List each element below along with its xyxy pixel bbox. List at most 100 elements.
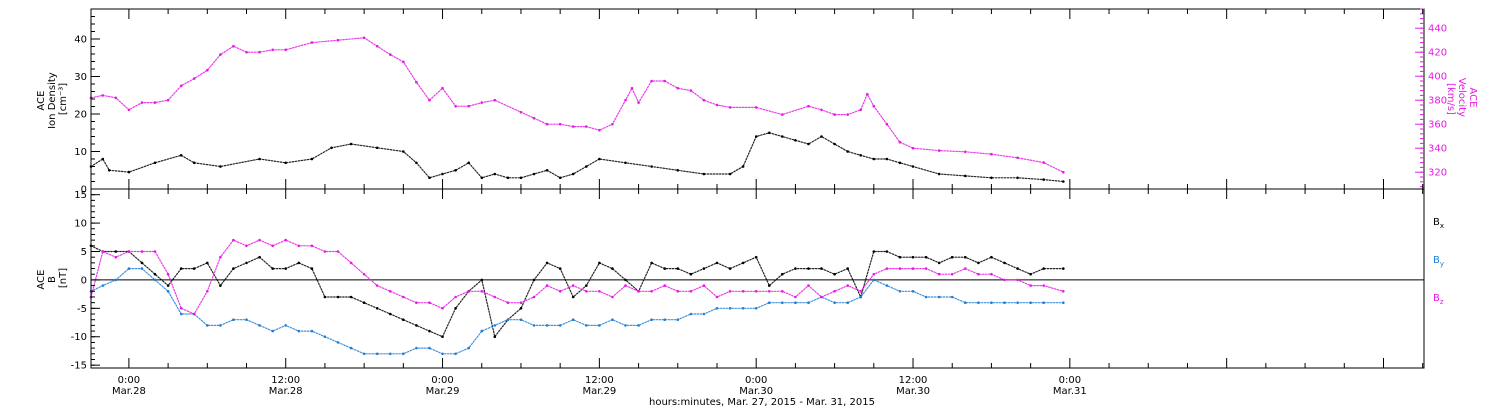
density-series-point <box>911 165 915 168</box>
top-left-ylabel-line-1: ACE <box>36 91 47 111</box>
density-series-point <box>467 161 471 165</box>
velocity-series-point <box>715 103 719 107</box>
bz-series-point <box>624 284 627 287</box>
bz-series-point <box>441 307 444 310</box>
top-right-ylabel-line-1: ACE <box>1467 87 1478 107</box>
by-series-point <box>153 278 157 282</box>
by-series-point <box>349 346 353 350</box>
velocity-series-point <box>389 53 392 56</box>
density-series-point <box>937 172 941 176</box>
bz-series-point <box>519 301 523 305</box>
bx-series-point <box>336 295 340 299</box>
by-series-point <box>519 318 523 322</box>
bx-series-point <box>179 267 183 270</box>
density-series-point <box>219 165 222 168</box>
bz-series-point <box>807 284 810 287</box>
density-series-point <box>454 169 457 172</box>
bz-series-point <box>702 284 706 287</box>
bx-series-point <box>375 307 379 310</box>
by-series-point <box>428 346 431 350</box>
by-series-point <box>297 329 301 333</box>
by-series-point <box>859 295 862 299</box>
density-series-point <box>480 176 484 180</box>
date-tick-label: Mar.29 <box>426 386 460 397</box>
by-series-point <box>571 318 575 322</box>
bx-series-point <box>153 272 157 276</box>
density-series-point <box>754 135 758 138</box>
bx-series-point <box>741 261 745 265</box>
density-series-point <box>898 161 902 165</box>
density-series-point <box>846 150 849 153</box>
velocity-series-point <box>258 50 261 54</box>
velocity-series-point <box>571 125 575 128</box>
bz-series-point <box>1016 278 1019 282</box>
legend-bx: Bx <box>1433 217 1444 230</box>
date-tick-label: Mar.28 <box>112 386 146 397</box>
bz-series-point <box>637 290 640 293</box>
bx-series-point <box>781 272 784 276</box>
top-panel-marks <box>89 36 1065 183</box>
velocity-series-point <box>846 113 849 116</box>
bx-series-point <box>258 255 261 259</box>
velocity-series-point <box>624 98 627 102</box>
density-axis-tick-label: 40 <box>74 35 87 46</box>
b-axis-tick-label: -5 <box>77 304 87 315</box>
bz-series-point <box>506 301 510 305</box>
density-series-point <box>885 157 889 161</box>
velocity-series-point <box>937 149 941 152</box>
time-tick-label: 0:00 <box>118 375 140 386</box>
velocity-axis-tick-label: 440 <box>1428 24 1447 35</box>
by-series-point <box>885 284 889 287</box>
by-series-point <box>585 324 588 327</box>
bx-series-point <box>166 284 170 287</box>
velocity-axis-tick-label: 420 <box>1428 48 1447 59</box>
density-series-point <box>330 146 333 150</box>
bx-series-point <box>846 267 849 270</box>
bz-series-point <box>872 272 876 276</box>
bx-series-point <box>558 267 562 270</box>
velocity-series-point <box>206 68 209 72</box>
bx-series-point <box>362 301 366 305</box>
density-series-point <box>310 157 314 161</box>
bx-series-point <box>415 324 418 327</box>
bx-series-point <box>1042 267 1045 270</box>
bz-series-point <box>611 295 614 299</box>
bz-series-point <box>310 244 314 248</box>
bz-series-point <box>911 267 915 270</box>
by-series-point <box>833 301 836 305</box>
bx-series-point <box>807 267 810 270</box>
b-axis-tick-label: 0 <box>81 275 87 286</box>
by-series-point <box>258 324 261 327</box>
bz-series-point <box>101 250 105 253</box>
by-series-point <box>232 318 235 322</box>
density-series-point <box>768 131 771 135</box>
density-series-point <box>558 176 562 180</box>
by-series-point <box>964 301 967 305</box>
velocity-series-point <box>911 146 915 150</box>
bx-series-point <box>950 255 954 259</box>
velocity-axis-tick-label: 320 <box>1428 168 1447 179</box>
by-series-point <box>506 318 510 322</box>
density-series-point <box>585 165 588 168</box>
bx-series-point <box>192 267 196 270</box>
bz-series-point <box>297 244 301 248</box>
density-series-point <box>598 157 601 161</box>
bx-series-line <box>90 245 1064 339</box>
bz-series-point <box>571 284 575 287</box>
bz-series-point <box>650 290 653 293</box>
bz-series-point <box>454 295 457 299</box>
velocity-series-line <box>90 37 1064 173</box>
by-series-point <box>650 318 653 322</box>
by-series-point <box>781 301 784 305</box>
bz-series-point <box>545 284 549 287</box>
bz-series-point <box>532 295 536 299</box>
bx-series-point <box>833 272 836 276</box>
bx-series-point <box>297 261 301 265</box>
density-axis-tick-label: 10 <box>74 147 87 158</box>
by-series-point <box>284 324 288 327</box>
density-axis-tick-label: 20 <box>74 110 87 121</box>
bz-series-point <box>728 290 732 293</box>
velocity-series-point <box>676 86 680 90</box>
by-series-point <box>1042 301 1045 305</box>
bz-series-point <box>977 272 980 276</box>
